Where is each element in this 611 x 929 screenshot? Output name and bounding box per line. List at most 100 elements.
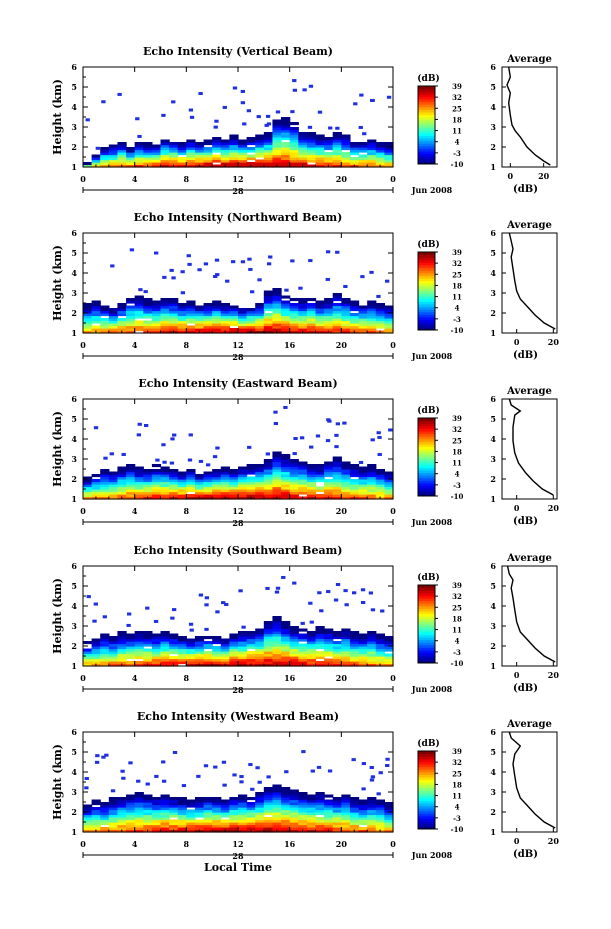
echo-cell xyxy=(272,638,282,642)
echo-cell xyxy=(134,479,144,483)
echo-cell xyxy=(212,807,222,811)
echo-cell xyxy=(169,157,179,161)
echo-cell xyxy=(126,824,136,828)
echo-cell xyxy=(358,481,368,485)
profile-ytick-label: 3 xyxy=(490,288,496,298)
echo-cell xyxy=(126,328,136,332)
colorbar-segment xyxy=(418,818,435,822)
colorbar-segment xyxy=(418,275,435,279)
echo-cell xyxy=(272,476,282,480)
sparse-echo-cell xyxy=(232,86,238,90)
echo-cell xyxy=(281,305,291,309)
echo-cell xyxy=(126,154,136,158)
echo-cell xyxy=(203,486,213,490)
colorbar-tick-label: 18 xyxy=(452,780,462,789)
echo-cell xyxy=(134,486,144,490)
echo-cell xyxy=(324,466,334,470)
echo-cell xyxy=(341,142,351,146)
echo-cell xyxy=(375,484,385,488)
colorbar-frame xyxy=(417,251,436,331)
echo-cell xyxy=(281,295,291,299)
echo-cell xyxy=(117,159,127,163)
echo-cell xyxy=(83,653,93,657)
echo-cell xyxy=(108,646,119,650)
echo-cell xyxy=(298,305,308,309)
echo-cell xyxy=(126,149,136,153)
colorbar-segment xyxy=(418,283,435,287)
echo-cell xyxy=(349,484,360,488)
echo-cell xyxy=(212,804,222,808)
sparse-echo-cell xyxy=(110,789,116,793)
echo-cell xyxy=(384,149,394,153)
echo-cell xyxy=(281,646,291,650)
echo-cell xyxy=(332,486,342,490)
echo-cell xyxy=(375,812,385,816)
echo-cell xyxy=(315,812,325,816)
echo-cell xyxy=(203,653,213,657)
echo-cell xyxy=(306,631,317,635)
echo-cell xyxy=(194,653,205,657)
echo-cell xyxy=(349,305,360,309)
echo-cell xyxy=(315,323,325,327)
colorbar-tick-label: 25 xyxy=(452,603,462,612)
colorbar-segment xyxy=(418,104,435,108)
colorbar-segment xyxy=(418,296,435,300)
echo-cell xyxy=(255,809,265,813)
echo-cell xyxy=(246,658,256,662)
sparse-echo-cell xyxy=(103,456,108,460)
echo-cell xyxy=(341,318,351,322)
echo-cell xyxy=(160,144,170,148)
echo-cell xyxy=(177,471,187,475)
colorbar-unit: (dB) xyxy=(417,73,439,84)
colorbar-tick-label: 39 xyxy=(452,248,462,257)
echo-cell xyxy=(126,807,136,811)
echo-cell xyxy=(203,315,213,319)
echo-cell xyxy=(298,323,308,327)
echo-cell xyxy=(238,656,248,660)
echo-cell xyxy=(220,476,230,480)
echo-cell xyxy=(220,658,230,662)
echo-cell xyxy=(91,489,101,493)
echo-cell xyxy=(289,459,299,463)
echo-cell xyxy=(117,799,127,803)
profile-xtick-label: 0 xyxy=(508,171,514,181)
echo-cell xyxy=(186,310,196,314)
echo-cell xyxy=(341,469,351,473)
echo-cell xyxy=(255,633,265,637)
colorbar-segment xyxy=(418,420,435,424)
echo-cell xyxy=(289,147,299,151)
echo-cell xyxy=(341,325,351,329)
echo-cell xyxy=(349,631,360,635)
echo-cell xyxy=(220,643,230,647)
echo-cell xyxy=(169,315,179,319)
echo-cell xyxy=(100,323,110,327)
echo-cell xyxy=(306,809,317,813)
echo-cell xyxy=(255,822,265,826)
echo-cell xyxy=(289,641,299,645)
echo-cell xyxy=(324,628,334,632)
echo-cell xyxy=(151,807,162,811)
echo-cell xyxy=(263,149,274,153)
echo-cell xyxy=(212,139,222,143)
colorbar-segment xyxy=(418,161,435,165)
echo-cell xyxy=(332,802,342,806)
echo-cell xyxy=(255,464,265,468)
echo-cell xyxy=(263,631,274,635)
echo-cell xyxy=(324,323,334,327)
ytick-label: 5 xyxy=(71,414,77,424)
echo-cell xyxy=(315,486,325,490)
echo-cell xyxy=(315,154,325,158)
echo-cell xyxy=(143,157,153,161)
echo-cell xyxy=(384,484,394,488)
echo-cell xyxy=(91,643,101,647)
echo-cell xyxy=(238,824,248,828)
echo-cell xyxy=(272,290,282,294)
echo-cell xyxy=(83,648,93,652)
colorbar-segment xyxy=(418,444,435,448)
echo-cell xyxy=(83,827,93,831)
echo-cell xyxy=(169,812,179,816)
echo-cell xyxy=(367,320,377,324)
echo-cell xyxy=(289,643,299,647)
echo-cell xyxy=(263,658,274,662)
echo-cell xyxy=(238,658,248,662)
